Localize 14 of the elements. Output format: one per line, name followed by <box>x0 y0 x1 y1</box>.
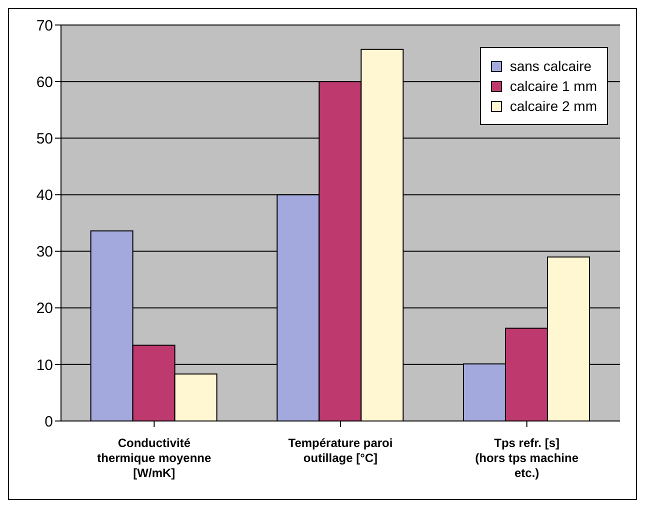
y-tick-label: 0 <box>44 413 53 430</box>
y-tick-label: 50 <box>36 130 53 148</box>
x-tick-label: Tps refr. [s] (hors tps machine etc.) <box>475 436 579 480</box>
y-tick-label: 60 <box>36 74 53 91</box>
legend-label: calcaire 2 mm <box>510 98 597 114</box>
y-tick-label: 70 <box>36 17 53 34</box>
x-tick-label: Conductivité thermique moyenne [W/mK] <box>97 436 212 480</box>
y-tick-label: 10 <box>36 356 53 374</box>
legend-label: sans calcaire <box>510 58 592 74</box>
x-tick-label: Température paroi outillage [°C] <box>288 436 393 465</box>
y-tick-label: 40 <box>36 187 53 204</box>
y-tick-label: 30 <box>36 244 53 261</box>
y-tick-label: 20 <box>36 300 53 318</box>
legend-label: calcaire 1 mm <box>510 78 597 94</box>
